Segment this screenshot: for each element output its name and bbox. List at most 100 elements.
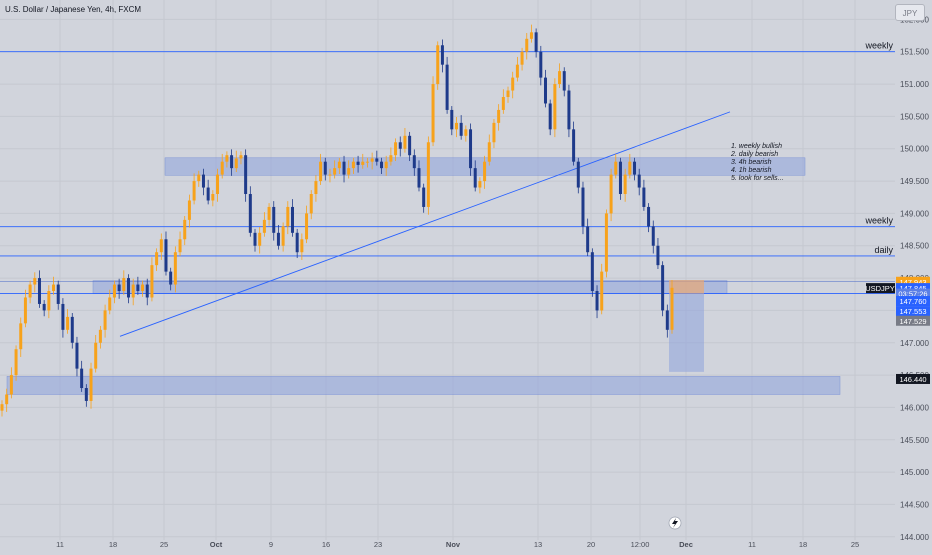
candle-body <box>309 194 313 214</box>
x-tick-label: Dec <box>679 540 693 549</box>
candle-body <box>173 252 177 285</box>
candle-body <box>276 232 280 246</box>
candle-body <box>28 284 32 298</box>
candle-body <box>314 181 318 195</box>
candle-body <box>553 84 557 130</box>
candle-body <box>637 174 641 188</box>
candle-body <box>614 161 618 175</box>
symbol-title: U.S. Dollar / Japanese Yen, 4h, FXCM <box>5 5 142 14</box>
candle-body <box>75 342 79 369</box>
candle-body <box>576 161 580 188</box>
price-tag <box>896 283 930 294</box>
candle-body <box>581 187 585 227</box>
candle-body <box>665 310 669 330</box>
candle-body <box>89 368 93 401</box>
candle-body <box>230 155 234 169</box>
price-tag <box>896 315 930 326</box>
candle-body <box>61 303 65 330</box>
candle-body <box>192 181 196 201</box>
candle-body <box>586 226 590 253</box>
candle-body <box>604 213 608 272</box>
candle-body <box>408 135 412 156</box>
y-tick-label: 149.500 <box>900 177 929 186</box>
loss-box <box>669 293 704 372</box>
candle-body <box>225 155 229 162</box>
x-tick-label: 11 <box>56 540 64 549</box>
candle-body <box>127 278 131 298</box>
candle-body <box>651 226 655 246</box>
candle-body <box>445 64 449 110</box>
candle-body <box>23 297 27 324</box>
currency-button[interactable]: JPY <box>895 4 925 21</box>
candle-body <box>384 161 388 169</box>
price-tag <box>896 373 930 384</box>
candle-body <box>122 278 126 292</box>
candle-body <box>656 245 660 266</box>
profit-box <box>669 280 704 294</box>
candle-body <box>103 310 107 330</box>
candle-body <box>426 142 430 207</box>
candle-body <box>609 174 613 214</box>
note-line: 2. daily bearish <box>731 151 779 158</box>
candle-body <box>211 194 215 201</box>
analysis-note: 1. weekly bullish 2. daily bearish 3. 4h… <box>731 143 784 183</box>
candle-body <box>436 45 440 85</box>
x-tick-label: 12:00 <box>631 540 650 549</box>
candle-body <box>642 187 646 207</box>
candle-body <box>520 51 524 65</box>
candle-body <box>216 174 220 195</box>
candle-body <box>342 161 346 175</box>
y-tick-label: 148.500 <box>900 242 929 251</box>
candle-body <box>562 71 566 91</box>
price-tag-label: 146.440 <box>899 375 926 384</box>
candle-body <box>14 349 18 376</box>
candle-body <box>9 375 13 395</box>
candle-body <box>56 284 60 304</box>
candle-body <box>47 291 51 311</box>
candle-body <box>42 303 46 311</box>
candle-body <box>534 32 538 52</box>
note-line: 3. 4h bearish <box>731 159 772 166</box>
price-tag-label: 147.760 <box>899 297 926 306</box>
support-resistance-zone <box>6 376 841 395</box>
candle-body <box>647 206 651 227</box>
candle-body <box>159 239 163 253</box>
candle-body <box>497 109 501 123</box>
candle-body <box>197 174 201 182</box>
candle-body <box>244 155 248 195</box>
x-tick-label: 16 <box>322 540 330 549</box>
candle-body <box>300 239 304 253</box>
x-tick-label: 9 <box>269 540 273 549</box>
candle-body <box>422 187 426 207</box>
candle-body <box>572 129 576 162</box>
candle-body <box>628 161 632 175</box>
candle-body <box>52 284 56 292</box>
level-text-label: daily <box>874 245 893 255</box>
candle-body <box>403 135 407 149</box>
x-tick-label: 25 <box>851 540 859 549</box>
candle-body <box>169 271 173 285</box>
x-tick-label: Oct <box>210 540 223 549</box>
candle-body <box>164 239 168 272</box>
candle-body <box>529 32 533 39</box>
candle-body <box>239 155 243 159</box>
candle-body <box>670 287 674 330</box>
candle-body <box>183 219 187 240</box>
candle-body <box>328 174 332 176</box>
candle-body <box>141 284 145 292</box>
candle-body <box>450 109 454 130</box>
candle-body <box>567 90 571 130</box>
candle-body <box>389 155 393 162</box>
candle-body <box>187 200 191 220</box>
x-tick-label: 23 <box>374 540 382 549</box>
candle-body <box>150 265 154 298</box>
candle-body <box>431 84 435 143</box>
candle-body <box>5 394 9 405</box>
candle-body <box>281 226 285 246</box>
candle-body <box>525 38 529 52</box>
candle-body <box>412 155 416 169</box>
candle-body <box>98 329 102 343</box>
candle-body <box>286 206 290 227</box>
